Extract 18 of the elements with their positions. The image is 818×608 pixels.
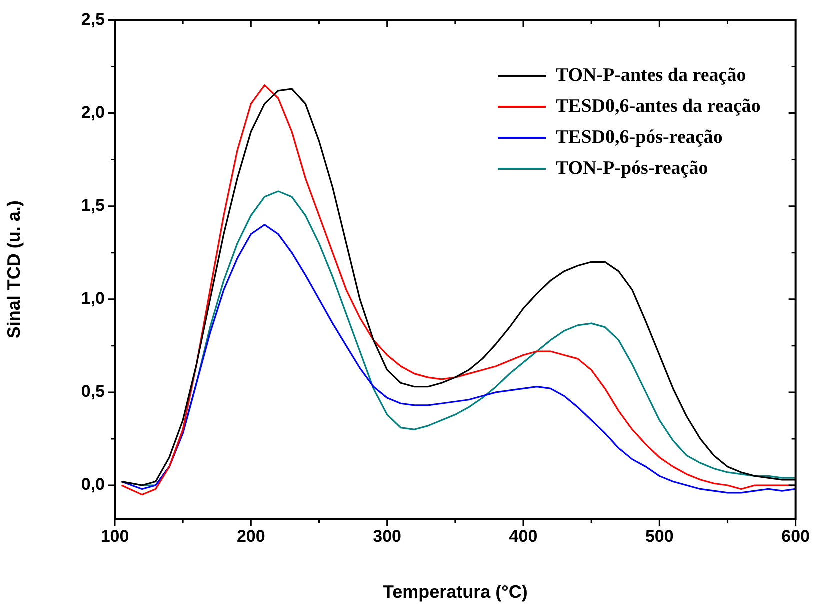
legend-label: TESD0,6-pós-reação	[556, 126, 723, 150]
y-tick-label: 0,5	[81, 382, 105, 402]
y-axis-title: Sinal TCD (u. a.)	[4, 200, 24, 339]
y-tick-label: 1,5	[81, 196, 105, 216]
legend-label: TON-P-antes da reação	[556, 64, 746, 88]
x-tick-label: 300	[373, 526, 402, 546]
y-tick-label: 2,0	[81, 102, 105, 122]
y-tick-label: 0,0	[81, 475, 105, 494]
y-tick-label: 1,0	[81, 289, 105, 308]
y-tick-label: 2,5	[81, 10, 105, 29]
legend-label: TESD0,6-antes da reação	[556, 95, 761, 120]
x-axis-title: Temperatura (°C)	[382, 582, 528, 602]
x-tick-label: 500	[645, 526, 674, 546]
legend-label: TON-P-pós-reação	[556, 157, 708, 182]
x-tick-label: 100	[100, 526, 130, 546]
x-tick-label: 400	[509, 526, 538, 546]
x-tick-label: 200	[236, 526, 266, 546]
x-tick-label: 600	[782, 526, 810, 546]
